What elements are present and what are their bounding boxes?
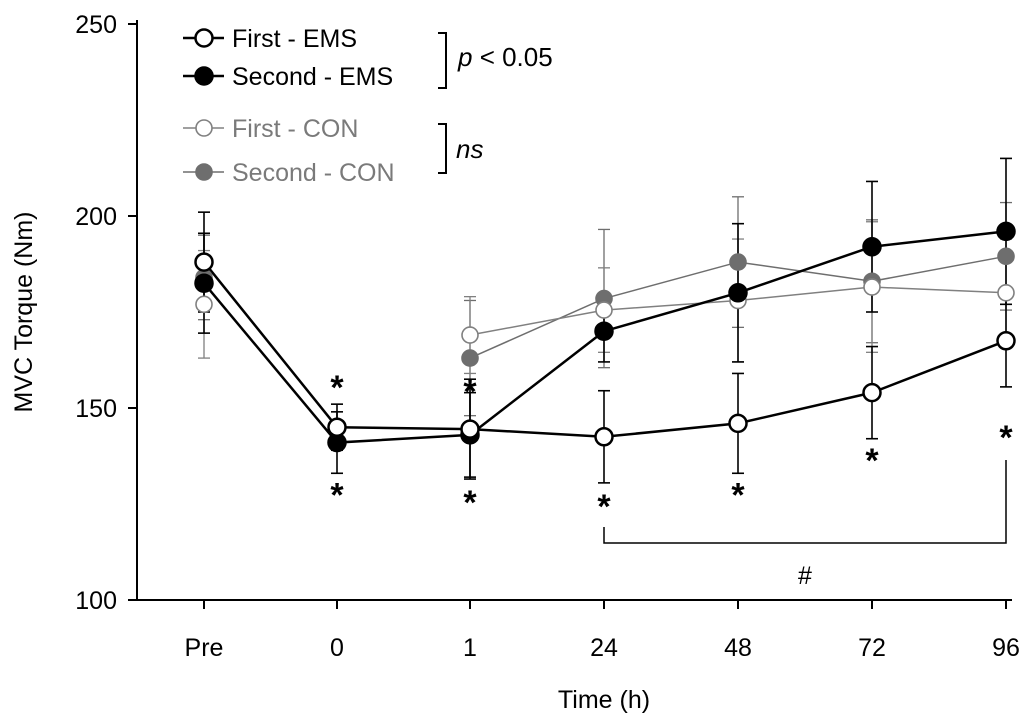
legend: First - EMS Second - EMS First - CON Second… bbox=[183, 25, 553, 187]
data-point-first-con bbox=[461, 326, 479, 344]
y-tick-label: 150 bbox=[75, 395, 117, 423]
data-point-first-ems bbox=[594, 427, 614, 447]
significance-asterisk: * bbox=[463, 373, 477, 411]
x-axis-title: Time (h) bbox=[558, 686, 650, 714]
y-tick-label: 200 bbox=[75, 203, 117, 231]
x-tick-label: Pre bbox=[185, 634, 224, 662]
legend-label-second-con: Second - CON bbox=[232, 159, 395, 187]
data-point-first-ems bbox=[194, 252, 214, 272]
x-tick-label: 48 bbox=[724, 634, 752, 662]
legend-label-second-ems: Second - EMS bbox=[232, 63, 393, 91]
bracket-label: ns bbox=[456, 134, 483, 164]
annotations: * * * * * * * * # bbox=[330, 369, 1013, 590]
data-point-second-con bbox=[997, 247, 1015, 266]
x-tick-label: 0 bbox=[330, 634, 344, 662]
data-point-first-con bbox=[195, 295, 213, 314]
legend-bracket bbox=[438, 32, 447, 89]
significance-asterisk: * bbox=[330, 369, 344, 407]
data-point-first-con bbox=[997, 283, 1015, 302]
significance-asterisk: * bbox=[731, 476, 745, 514]
x-tick-label: 72 bbox=[858, 634, 886, 662]
legend-marker-first-con bbox=[195, 119, 213, 137]
legend-label-first-ems: First - EMS bbox=[232, 25, 357, 53]
legend-marker-second-ems bbox=[194, 66, 214, 86]
significance-asterisk: * bbox=[463, 484, 477, 522]
x-tick-label: 24 bbox=[590, 634, 618, 662]
y-tick-label: 250 bbox=[75, 11, 117, 39]
x-tick-label: 96 bbox=[992, 634, 1020, 662]
y-tick-label: 100 bbox=[75, 587, 117, 615]
data-point-second-ems bbox=[862, 236, 882, 257]
data-point-first-ems bbox=[996, 331, 1016, 351]
data-point-first-ems bbox=[728, 413, 748, 434]
significance-asterisk: * bbox=[999, 419, 1013, 457]
data-point-first-con bbox=[595, 301, 613, 319]
data-point-second-ems bbox=[594, 321, 614, 341]
data-point-first-ems bbox=[327, 417, 347, 437]
data-point-first-ems bbox=[862, 382, 882, 403]
range-bracket-label: # bbox=[798, 562, 812, 590]
data-point-first-ems bbox=[460, 419, 480, 439]
axes: 100 150 200 250 Pre 0 1 24 48 72 96 Time (h) MVC Tor… bbox=[10, 11, 1020, 714]
data-point-second-ems bbox=[996, 221, 1016, 242]
legend-marker-first-ems bbox=[194, 28, 214, 48]
legend-bracket bbox=[438, 123, 447, 174]
bracket-label: p < 0.05 bbox=[457, 42, 553, 72]
data-point-second-ems bbox=[194, 273, 214, 293]
range-bracket bbox=[603, 460, 1007, 544]
x-tick-label: 1 bbox=[463, 634, 477, 662]
significance-asterisk: * bbox=[597, 488, 611, 526]
data-point-second-con bbox=[729, 253, 747, 271]
data-point-first-con bbox=[863, 278, 881, 296]
data-point-second-con bbox=[461, 349, 479, 367]
legend-marker-second-con bbox=[195, 163, 213, 181]
significance-asterisk: * bbox=[330, 476, 344, 514]
y-axis-title: MVC Torque (Nm) bbox=[10, 212, 38, 413]
series-markers bbox=[194, 221, 1016, 453]
legend-label-first-con: First - CON bbox=[232, 115, 358, 143]
significance-asterisk: * bbox=[865, 442, 879, 480]
data-point-second-ems bbox=[728, 283, 748, 303]
